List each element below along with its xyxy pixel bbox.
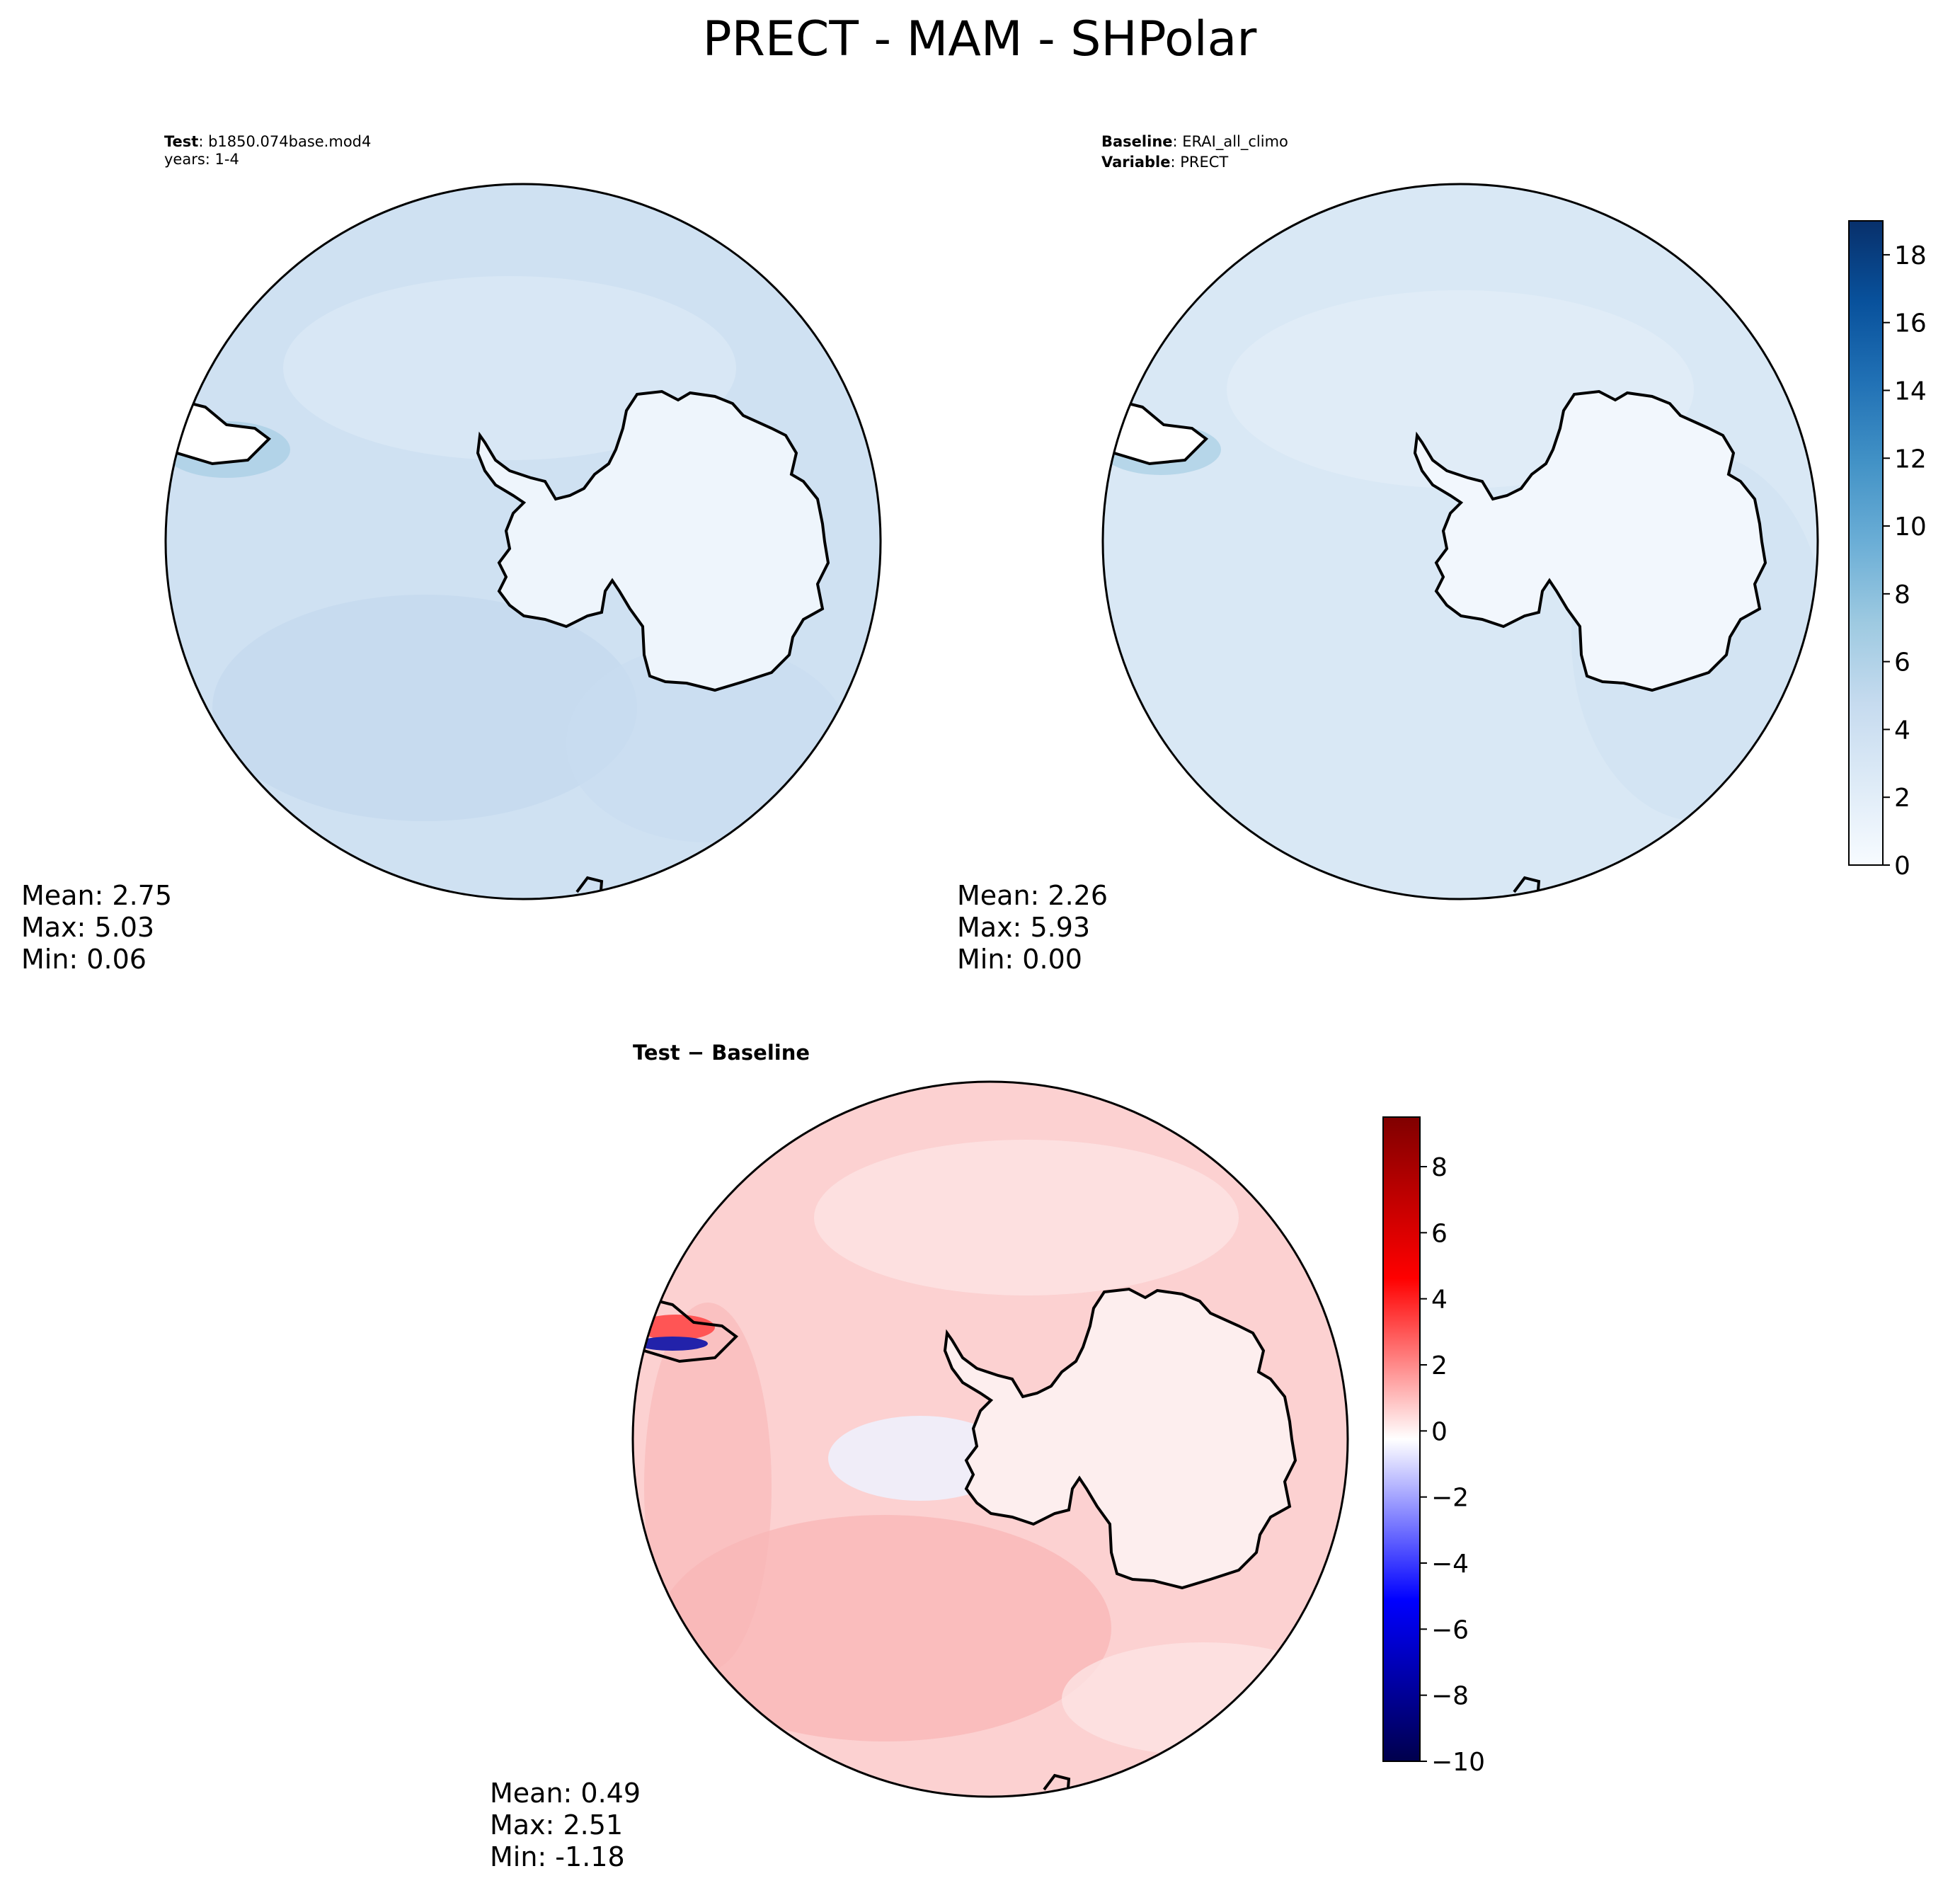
precip-tick-label: 8 bbox=[1894, 580, 1910, 610]
diff-stat-max: Max: 2.51 bbox=[490, 1809, 623, 1841]
test-panel: Test: b1850.074base.mod4 years: 1-4 Mean… bbox=[21, 133, 882, 975]
baseline-label-key: Baseline bbox=[1101, 133, 1173, 150]
diff-tick-label: 6 bbox=[1431, 1219, 1448, 1248]
diff-neutral-band-2 bbox=[1062, 1642, 1345, 1756]
precip-tick-label: 4 bbox=[1894, 716, 1910, 745]
precip-tick-label: 2 bbox=[1894, 784, 1910, 813]
diff-tick-label: −8 bbox=[1431, 1682, 1469, 1711]
diff-tick-label: 2 bbox=[1431, 1351, 1448, 1380]
diff-tick-label: 8 bbox=[1431, 1153, 1448, 1182]
diff-map-field bbox=[633, 1082, 1348, 1797]
figure-title: PRECT - MAM - SHPolar bbox=[703, 11, 1257, 67]
baseline-stat-max: Max: 5.93 bbox=[957, 912, 1090, 943]
diff-wet-band bbox=[658, 1515, 1111, 1741]
precip-tick-label: 14 bbox=[1894, 377, 1927, 406]
precip-colorbar: 0 2 4 6 8 10 12 14 16 18 bbox=[1848, 220, 1927, 881]
diff-tick-label: −2 bbox=[1431, 1484, 1469, 1513]
diff-colorbar: −10 −8 −6 −4 −2 0 2 4 6 8 bbox=[1382, 1116, 1485, 1777]
test-wet-band bbox=[212, 595, 637, 821]
diff-negative-patch bbox=[828, 1416, 1012, 1501]
test-map-boundary bbox=[164, 183, 882, 900]
test-label-value: b1850.074base.mod4 bbox=[208, 133, 371, 150]
test-label: Test: b1850.074base.mod4 bbox=[164, 133, 371, 150]
precip-tick-label: 10 bbox=[1894, 513, 1927, 542]
diff-panel: Test − Baseline Mean: 0.49 Max: 2.51 Min… bbox=[490, 1041, 1349, 1872]
diff-tick-label: −6 bbox=[1431, 1615, 1469, 1644]
diff-stat-mean: Mean: 0.49 bbox=[490, 1778, 641, 1809]
diff-wet-band-2 bbox=[644, 1303, 772, 1671]
diff-colorbar-bar bbox=[1382, 1116, 1421, 1762]
test-years-label: years: 1-4 bbox=[164, 151, 239, 168]
baseline-stat-min: Min: 0.00 bbox=[957, 944, 1082, 975]
variable-label-key: Variable bbox=[1101, 154, 1170, 171]
variable-label: Variable: PRECT bbox=[1101, 154, 1228, 171]
diff-peninsula-negative bbox=[637, 1337, 708, 1351]
test-dry-band bbox=[283, 276, 736, 460]
diff-peninsula-positive bbox=[637, 1315, 715, 1340]
baseline-map-field bbox=[1103, 184, 1818, 899]
precip-tick-label: 6 bbox=[1894, 648, 1910, 677]
precip-tick-label: 0 bbox=[1894, 852, 1910, 881]
diff-tick-label: 0 bbox=[1431, 1417, 1448, 1446]
baseline-panel: Baseline: ERAI_all_climo Variable: PRECT… bbox=[957, 133, 1819, 975]
variable-label-value: PRECT bbox=[1180, 154, 1228, 171]
precip-tick-label: 18 bbox=[1894, 241, 1927, 270]
test-label-key: Test bbox=[164, 133, 198, 150]
precip-tick-label: 12 bbox=[1894, 445, 1927, 474]
baseline-label: Baseline: ERAI_all_climo bbox=[1101, 133, 1288, 151]
test-map-field bbox=[166, 184, 881, 899]
baseline-label-value: ERAI_all_climo bbox=[1182, 133, 1288, 151]
precip-tick-label: 16 bbox=[1894, 309, 1927, 338]
diff-tick-label: −4 bbox=[1431, 1550, 1469, 1579]
diff-map-boundary bbox=[631, 1080, 1349, 1798]
baseline-map-boundary bbox=[1101, 183, 1819, 900]
diff-title: Test − Baseline bbox=[633, 1041, 810, 1065]
diff-tick-label: 4 bbox=[1431, 1286, 1448, 1315]
diff-colorbar-ticks: −10 −8 −6 −4 −2 0 2 4 6 8 bbox=[1420, 1153, 1485, 1777]
diff-south-america bbox=[633, 1293, 739, 1363]
diff-neutral-band bbox=[814, 1140, 1239, 1295]
test-stat-mean: Mean: 2.75 bbox=[21, 880, 172, 911]
test-stat-min: Min: 0.06 bbox=[21, 944, 147, 975]
test-stat-max: Max: 5.03 bbox=[21, 912, 154, 943]
baseline-stat-mean: Mean: 2.26 bbox=[957, 880, 1108, 911]
precip-colorbar-ticks: 0 2 4 6 8 10 12 14 16 18 bbox=[1883, 241, 1927, 881]
precip-colorbar-bar bbox=[1848, 220, 1884, 866]
diff-stat-min: Min: -1.18 bbox=[490, 1841, 625, 1872]
diff-tick-label: −10 bbox=[1431, 1748, 1485, 1777]
